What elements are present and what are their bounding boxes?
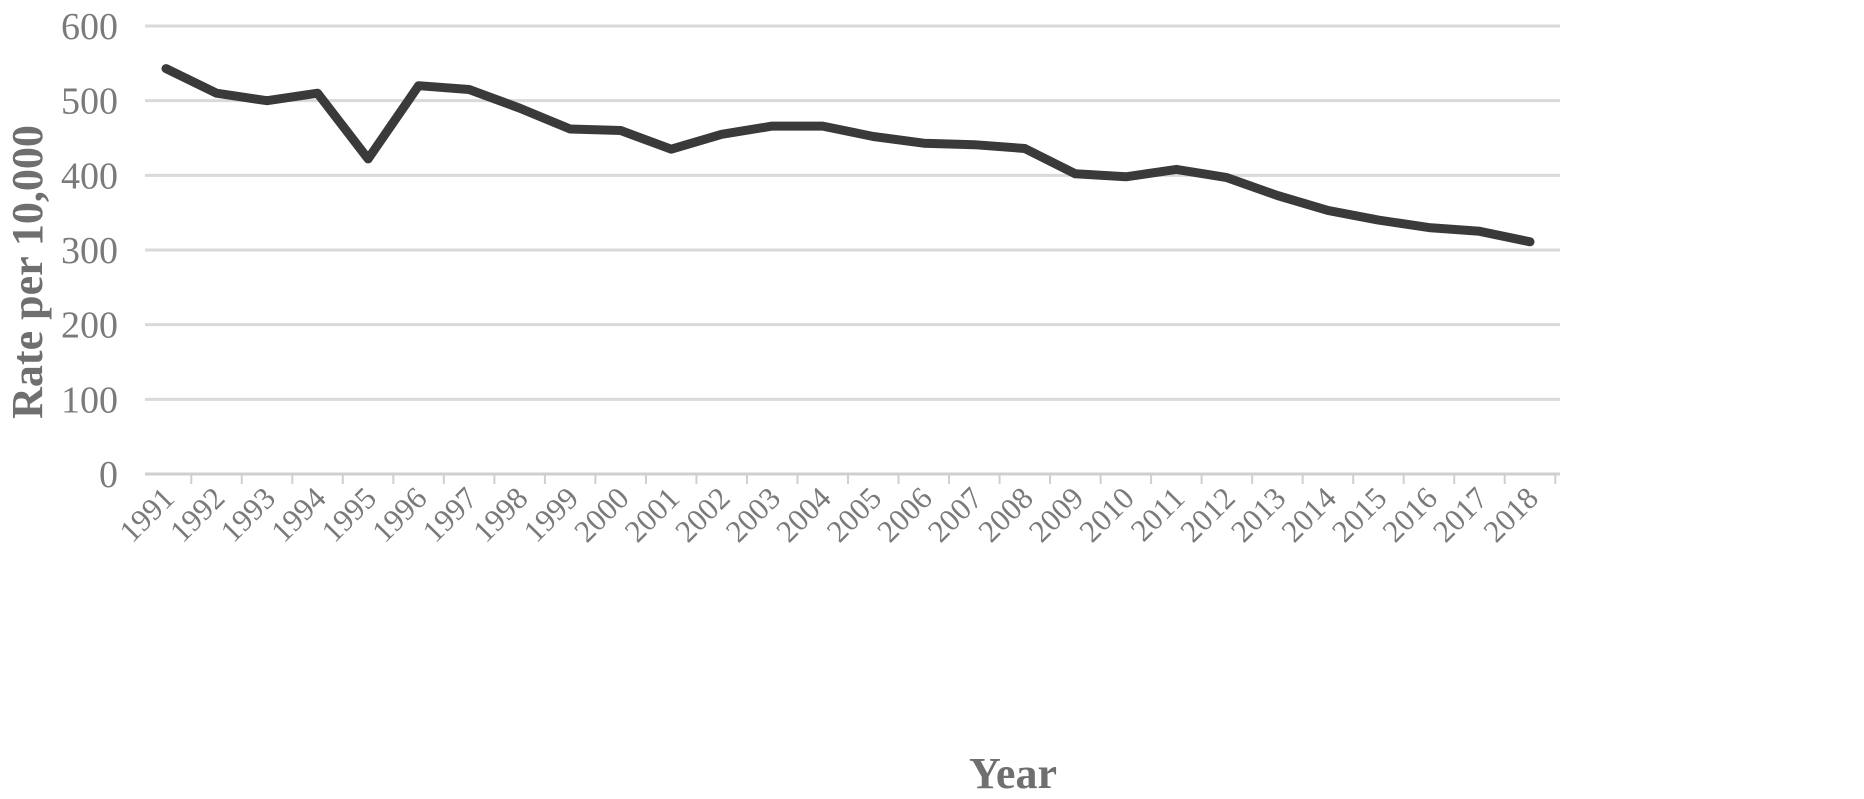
- y-tick-label-100: 100: [61, 379, 118, 421]
- y-tick-label-600: 600: [61, 6, 118, 48]
- x-tick-label-2001: 2001: [618, 480, 687, 549]
- x-tick-label-1993: 1993: [213, 480, 282, 549]
- y-tick-label-500: 500: [61, 81, 118, 123]
- y-axis-title: Rate per 10,000: [3, 125, 52, 419]
- x-tick-label-1992: 1992: [163, 480, 232, 549]
- y-tick-label-0: 0: [99, 454, 118, 496]
- x-tick-label-2006: 2006: [870, 480, 939, 549]
- y-tick-label-300: 300: [61, 230, 118, 272]
- series-line-0: [161, 64, 1535, 247]
- x-tick-label-1997: 1997: [415, 480, 484, 549]
- x-tick-label-2007: 2007: [921, 480, 990, 549]
- x-tick-label-2004: 2004: [769, 480, 838, 549]
- x-tick-label-2010: 2010: [1072, 480, 1141, 549]
- x-tick-label-1996: 1996: [365, 480, 434, 549]
- x-tick-label-2005: 2005: [820, 480, 889, 549]
- x-tick-label-1998: 1998: [466, 480, 535, 549]
- x-tick-label-2000: 2000: [567, 480, 636, 549]
- x-axis-title: Year: [969, 749, 1057, 794]
- x-tick-label-2018: 2018: [1476, 480, 1545, 549]
- x-tick-label-1994: 1994: [264, 480, 333, 549]
- y-axis-tick-labels: 0 100 200 300 400 500 600: [61, 6, 118, 496]
- x-tick-label-2012: 2012: [1173, 480, 1242, 549]
- x-tick-label-2014: 2014: [1274, 480, 1343, 549]
- x-tick-label-1999: 1999: [517, 480, 586, 549]
- x-tick-label-2002: 2002: [668, 480, 737, 549]
- x-tick-label-2013: 2013: [1224, 480, 1293, 549]
- gridlines: [145, 24, 1560, 476]
- x-tick-label-2008: 2008: [971, 480, 1040, 549]
- x-tick-label-1991: 1991: [112, 480, 181, 549]
- series-lines: [161, 64, 1535, 247]
- x-tick-label-2015: 2015: [1325, 480, 1394, 549]
- y-tick-label-200: 200: [61, 305, 118, 347]
- x-axis-tick-labels: 1991199219931994199519961997199819992000…: [112, 480, 1545, 549]
- y-tick-label-400: 400: [61, 155, 118, 197]
- x-tick-label-2009: 2009: [1022, 480, 1091, 549]
- x-tick-label-1995: 1995: [314, 480, 383, 549]
- x-axis-ticks: [190, 474, 1557, 484]
- x-tick-label-2016: 2016: [1375, 480, 1444, 549]
- x-tick-label-2017: 2017: [1426, 480, 1495, 549]
- x-tick-label-2003: 2003: [719, 480, 788, 549]
- x-tick-label-2011: 2011: [1124, 480, 1192, 548]
